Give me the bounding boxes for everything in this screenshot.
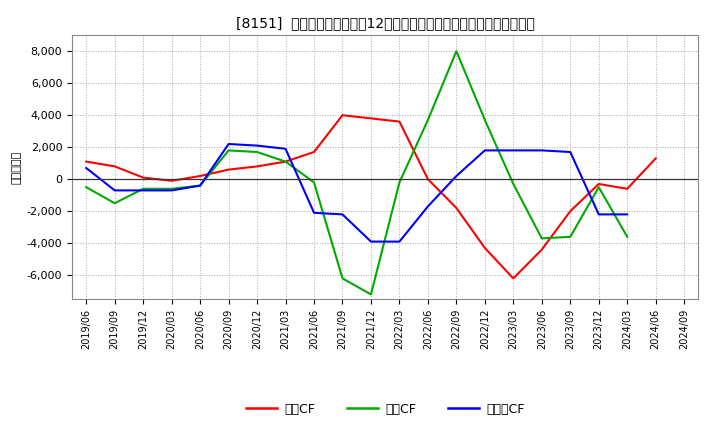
フリーCF [595, 212, 603, 217]
投資CF [623, 234, 631, 239]
フリーCF [509, 148, 518, 153]
投資CF [395, 180, 404, 185]
投資CF [537, 236, 546, 241]
投資CF [423, 117, 432, 123]
投資CF [480, 117, 489, 123]
投資CF [196, 183, 204, 188]
フリーCF [537, 148, 546, 153]
営業CF [480, 246, 489, 251]
Legend: 営業CF, 投資CF, フリーCF: 営業CF, 投資CF, フリーCF [240, 398, 530, 421]
Y-axis label: （百万円）: （百万円） [11, 150, 21, 184]
投資CF [225, 148, 233, 153]
投資CF [310, 180, 318, 185]
営業CF [167, 178, 176, 183]
フリーCF [225, 141, 233, 147]
フリーCF [282, 146, 290, 151]
営業CF [310, 149, 318, 154]
営業CF [509, 276, 518, 281]
営業CF [225, 167, 233, 172]
営業CF [395, 119, 404, 124]
投資CF [82, 184, 91, 190]
フリーCF [167, 188, 176, 193]
投資CF [566, 234, 575, 239]
営業CF [366, 116, 375, 121]
フリーCF [110, 188, 119, 193]
営業CF [423, 176, 432, 182]
営業CF [110, 164, 119, 169]
営業CF [452, 205, 461, 211]
営業CF [196, 173, 204, 179]
フリーCF [310, 210, 318, 216]
フリーCF [139, 188, 148, 193]
投資CF [366, 292, 375, 297]
投資CF [509, 181, 518, 187]
営業CF [139, 175, 148, 180]
フリーCF [480, 148, 489, 153]
営業CF [338, 113, 347, 118]
Line: フリーCF: フリーCF [86, 144, 627, 242]
営業CF [623, 186, 631, 191]
フリーCF [566, 149, 575, 154]
Title: [8151]  キャッシュフローの12か月移動合計の対前年同期増減額の推移: [8151] キャッシュフローの12か月移動合計の対前年同期増減額の推移 [235, 16, 535, 30]
営業CF [282, 159, 290, 164]
投資CF [110, 201, 119, 206]
フリーCF [452, 173, 461, 179]
投資CF [139, 186, 148, 191]
投資CF [338, 276, 347, 281]
フリーCF [623, 212, 631, 217]
投資CF [452, 48, 461, 54]
フリーCF [196, 183, 204, 188]
フリーCF [338, 212, 347, 217]
営業CF [652, 156, 660, 161]
投資CF [282, 159, 290, 164]
Line: 投資CF: 投資CF [86, 51, 627, 294]
フリーCF [395, 239, 404, 244]
営業CF [537, 247, 546, 252]
営業CF [595, 181, 603, 187]
営業CF [82, 159, 91, 164]
Line: 営業CF: 営業CF [86, 115, 656, 279]
フリーCF [82, 165, 91, 171]
フリーCF [253, 143, 261, 148]
営業CF [253, 164, 261, 169]
投資CF [253, 149, 261, 154]
投資CF [167, 186, 176, 191]
フリーCF [366, 239, 375, 244]
営業CF [566, 209, 575, 214]
投資CF [595, 184, 603, 190]
フリーCF [423, 204, 432, 209]
